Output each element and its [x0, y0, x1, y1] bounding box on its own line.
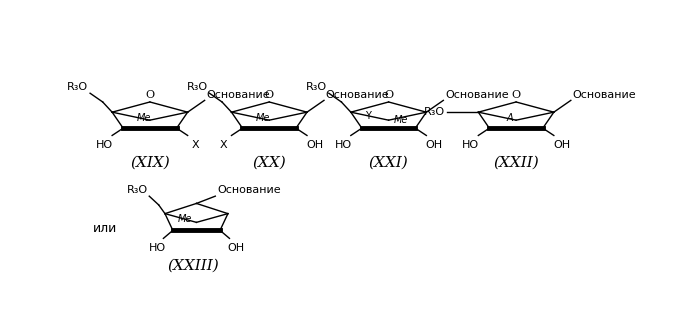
Text: X: X — [220, 140, 228, 150]
Text: OH: OH — [307, 140, 323, 150]
Text: R₃O: R₃O — [306, 82, 327, 92]
Text: или: или — [93, 222, 118, 235]
Text: Основание: Основание — [326, 90, 389, 100]
Text: R₃O: R₃O — [187, 82, 208, 92]
Text: O: O — [265, 91, 274, 100]
Text: Me: Me — [256, 113, 270, 123]
Text: (XXI): (XXI) — [369, 156, 409, 170]
Text: R₃O: R₃O — [424, 107, 445, 117]
Text: X: X — [192, 140, 199, 150]
Text: HO: HO — [462, 140, 479, 150]
Text: R₃O: R₃O — [67, 82, 88, 92]
Text: (XXIII): (XXIII) — [167, 259, 219, 273]
Text: Me: Me — [393, 115, 407, 125]
Text: Основание: Основание — [573, 90, 636, 100]
Text: (XIX): (XIX) — [130, 156, 170, 170]
Text: HO: HO — [148, 244, 166, 254]
Text: Основание: Основание — [206, 90, 270, 100]
Text: Y: Y — [365, 111, 371, 121]
Text: R₃O: R₃O — [127, 185, 148, 195]
Text: Основание: Основание — [217, 185, 281, 195]
Text: Me: Me — [136, 113, 150, 123]
Text: O: O — [384, 91, 393, 100]
Text: HO: HO — [335, 140, 351, 150]
Text: OH: OH — [228, 244, 244, 254]
Text: OH: OH — [426, 140, 443, 150]
Text: A: A — [507, 113, 513, 123]
Text: O: O — [146, 91, 155, 100]
Text: OH: OH — [553, 140, 570, 150]
Text: Основание: Основание — [445, 90, 509, 100]
Text: HO: HO — [96, 140, 113, 150]
Text: (XXII): (XXII) — [494, 156, 539, 170]
Text: Me: Me — [178, 214, 192, 224]
Text: (XX): (XX) — [253, 156, 286, 170]
Text: O: O — [512, 91, 521, 100]
